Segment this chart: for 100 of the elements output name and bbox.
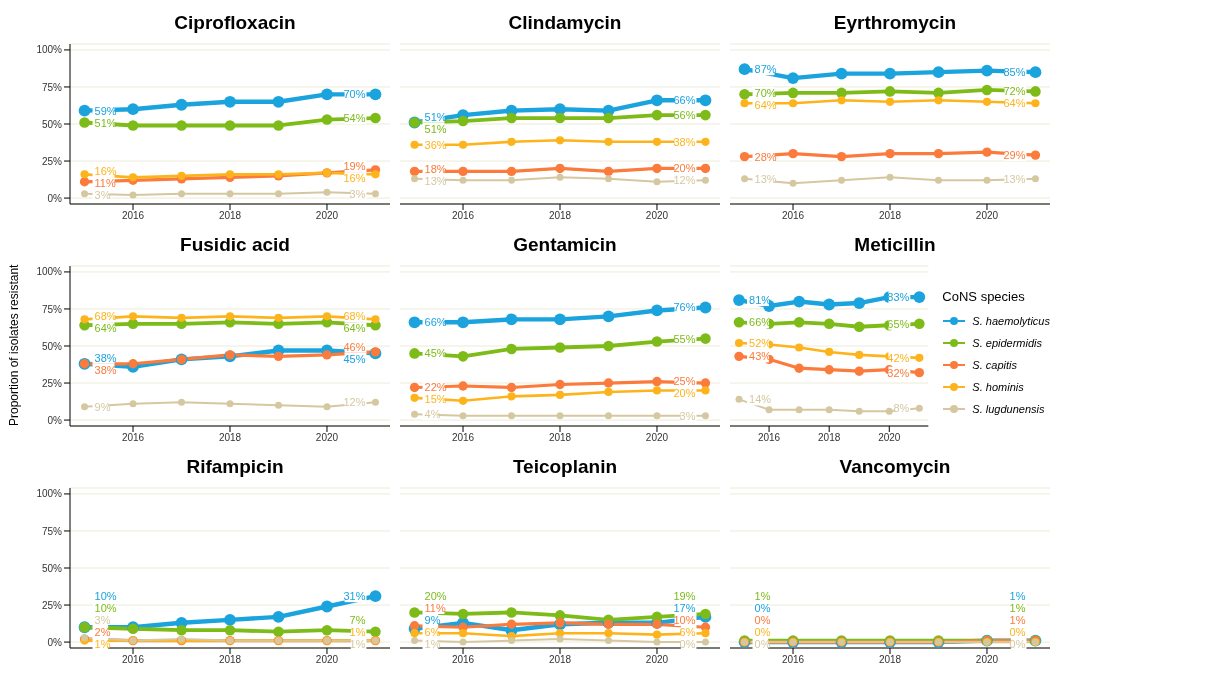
data-label: 13%	[1003, 172, 1026, 185]
x-tick-label: 2018	[818, 432, 841, 444]
chart-title: Meticillin	[853, 234, 937, 256]
y-tick-label: 100%	[36, 44, 63, 56]
data-label: 10%	[94, 602, 117, 614]
legend-label: S. hominis	[972, 380, 1024, 393]
data-label: 46%	[343, 340, 366, 353]
data-label: 3%	[94, 189, 111, 202]
x-tick-label: 2020	[878, 432, 901, 444]
data-label: 72%	[1003, 85, 1026, 98]
data-label: 3%	[679, 409, 696, 422]
x-tick-label: 2016	[121, 210, 145, 222]
data-label: 31%	[343, 590, 366, 603]
x-tick-label: 2020	[645, 432, 669, 444]
y-tick-label: 0%	[47, 414, 63, 426]
data-label: 70%	[343, 88, 366, 101]
data-label: 87%	[754, 63, 777, 76]
data-label: 19%	[673, 590, 696, 602]
data-label: 8%	[893, 402, 910, 415]
data-label: 65%	[887, 317, 910, 330]
y-tick-label: 50%	[41, 562, 63, 574]
data-label: 1%	[94, 638, 111, 650]
data-label: 15%	[424, 392, 447, 405]
data-label: 54%	[343, 112, 366, 125]
data-label: 66%	[673, 94, 696, 107]
data-label: 64%	[1003, 97, 1026, 110]
data-label: 45%	[343, 352, 366, 365]
chart-title: Eyrthromycin	[832, 12, 958, 34]
data-label: 11%	[424, 602, 446, 614]
y-tick-label: 100%	[36, 266, 63, 278]
x-tick-label: 2016	[121, 432, 145, 444]
data-label: 19%	[343, 160, 366, 173]
data-label: 55%	[673, 332, 696, 345]
legend-label: S. epidermidis	[972, 336, 1043, 349]
x-tick-label: 2020	[315, 210, 339, 222]
data-label: 0%	[1009, 626, 1026, 638]
data-label: 56%	[673, 109, 696, 122]
x-tick-label: 2018	[218, 654, 242, 666]
chart-title: Rifampicin	[185, 456, 285, 478]
data-label: 36%	[424, 138, 447, 151]
x-tick-label: 2018	[218, 210, 242, 222]
data-label: 38%	[94, 363, 117, 376]
data-label: 29%	[1003, 149, 1026, 162]
data-label: 28%	[754, 150, 777, 163]
data-label: 66%	[424, 316, 447, 329]
data-label: 64%	[343, 322, 366, 335]
chart-title: Gentamicin	[512, 234, 618, 256]
y-tick-label: 100%	[36, 488, 63, 500]
data-label: 16%	[343, 172, 366, 185]
data-label: 11%	[94, 177, 116, 190]
data-label: 59%	[94, 104, 117, 117]
legend-label: S. haemolyticus	[972, 314, 1050, 327]
x-tick-label: 2018	[878, 210, 902, 222]
data-label: 0%	[754, 638, 771, 650]
data-label: 7%	[349, 614, 366, 626]
chart-title: Clindamycin	[507, 12, 623, 34]
y-tick-label: 25%	[41, 377, 63, 389]
data-label: 13%	[424, 175, 447, 188]
y-tick-label: 75%	[41, 303, 63, 315]
data-label: 64%	[94, 322, 117, 335]
y-tick-label: 25%	[41, 599, 63, 611]
x-tick-label: 2016	[781, 210, 805, 222]
x-tick-label: 2020	[315, 654, 339, 666]
legend-title: CoNS species	[942, 288, 1026, 304]
x-tick-label: 2018	[548, 654, 572, 666]
data-label: 51%	[424, 110, 447, 123]
data-label: 2%	[94, 626, 111, 638]
chart-title: Fusidic acid	[179, 234, 291, 256]
data-label: 51%	[424, 122, 447, 135]
data-label: 0%	[1009, 638, 1026, 650]
x-tick-label: 2020	[975, 210, 999, 222]
x-tick-label: 2016	[121, 654, 145, 666]
data-label: 3%	[94, 614, 111, 626]
y-tick-label: 75%	[41, 81, 63, 93]
x-tick-label: 2018	[878, 654, 902, 666]
chart-title: Ciprofloxacin	[173, 12, 297, 34]
data-label: 0%	[754, 626, 771, 638]
data-label: 13%	[754, 172, 777, 185]
y-tick-label: 0%	[47, 192, 63, 204]
data-label: 10%	[673, 614, 696, 626]
data-label: 10%	[94, 590, 117, 602]
data-label: 1%	[1009, 614, 1026, 626]
x-tick-label: 2020	[645, 210, 669, 222]
data-label: 68%	[94, 310, 117, 323]
legend-label: S. capitis	[972, 358, 1017, 371]
data-label: 1%	[424, 638, 441, 650]
data-label: 9%	[424, 614, 441, 626]
data-label: 0%	[754, 602, 771, 614]
data-label: 0%	[754, 614, 771, 626]
data-label: 12%	[673, 174, 696, 187]
y-tick-label: 0%	[47, 636, 63, 648]
data-label: 16%	[94, 165, 117, 178]
data-label: 25%	[673, 374, 696, 387]
data-label: 6%	[424, 626, 441, 638]
data-label: 20%	[424, 590, 447, 602]
chart-title: Vancomycin	[838, 456, 952, 478]
data-label: 81%	[749, 294, 772, 307]
y-tick-label: 25%	[41, 155, 63, 167]
x-tick-label: 2016	[451, 432, 475, 444]
data-label: 68%	[343, 310, 366, 323]
